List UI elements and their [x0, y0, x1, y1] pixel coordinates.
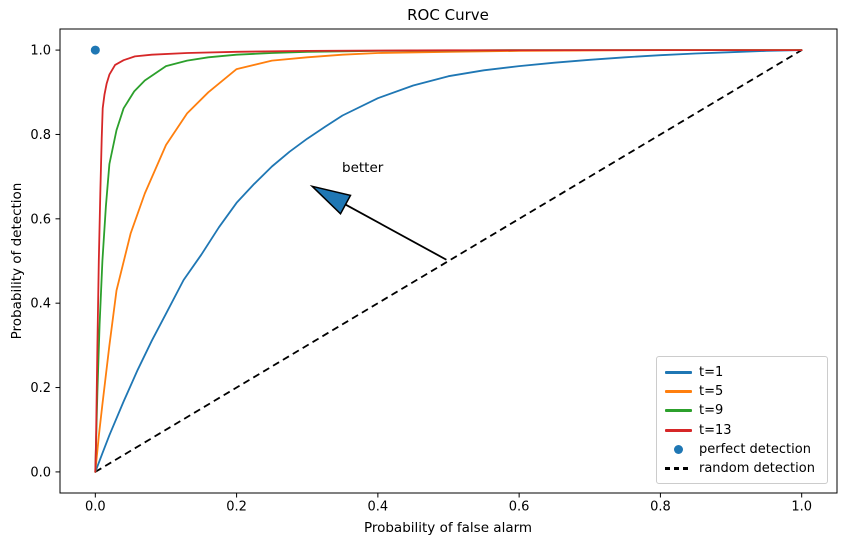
legend-line-swatch [665, 371, 692, 374]
legend-label: random detection [699, 460, 815, 476]
legend-item-1: t=5 [665, 382, 819, 401]
legend-item-2: t=9 [665, 401, 819, 420]
swatch-shape [665, 428, 692, 432]
legend-line-swatch [665, 390, 692, 394]
legend-line-swatch [665, 428, 692, 432]
better-arrow-head [309, 184, 352, 216]
x-tick-label: 0.2 [226, 500, 247, 515]
legend-item-0: t=1 [665, 363, 819, 382]
better-arrow-shaft [345, 203, 447, 261]
axes-frame [59, 28, 838, 494]
legend-item-4: perfect detection [665, 440, 819, 459]
perfect-detection-marker [90, 45, 100, 55]
legend-item-3: t=13 [665, 421, 819, 440]
legend-line-swatch [665, 409, 692, 413]
swatch-shape [674, 444, 683, 454]
legend-item-5: random detection [665, 459, 819, 478]
roc-curve-t13 [94, 49, 803, 473]
y-tick-label: 0.8 [30, 128, 51, 143]
y-tick-label: 0.4 [30, 297, 51, 312]
legend-label: t=9 [699, 403, 724, 419]
legend-label: perfect detection [699, 441, 811, 457]
swatch-shape [665, 409, 692, 413]
legend-dashed-swatch [665, 467, 692, 470]
legend-dot-swatch [665, 444, 692, 454]
swatch-shape [665, 390, 692, 394]
better-annotation-text: better [342, 160, 384, 176]
y-axis-label: Probability of detection [9, 182, 25, 340]
legend-label: t=5 [699, 384, 724, 400]
x-tick-label: 0.8 [650, 500, 671, 515]
legend-label: t=1 [699, 365, 724, 380]
x-tick-label: 0.4 [368, 500, 389, 515]
chart-title: ROC Curve [407, 6, 489, 24]
legend-label: t=13 [699, 422, 732, 438]
y-tick-label: 0.0 [30, 465, 51, 480]
x-axis-label: Probability of false alarm [363, 520, 533, 536]
y-tick-label: 0.6 [30, 212, 51, 227]
swatch-shape [665, 467, 692, 470]
x-tick-label: 0.6 [509, 500, 530, 515]
x-tick-label: 0.0 [85, 500, 106, 515]
y-tick-label: 1.0 [30, 44, 51, 59]
x-tick-label: 1.0 [791, 500, 812, 515]
swatch-shape [665, 371, 692, 374]
legend-box: t=1 t=5 t=9 t=13 perfect detection random det… [656, 356, 828, 484]
roc-curve-t1 [94, 49, 803, 473]
y-tick-label: 0.2 [30, 381, 51, 396]
